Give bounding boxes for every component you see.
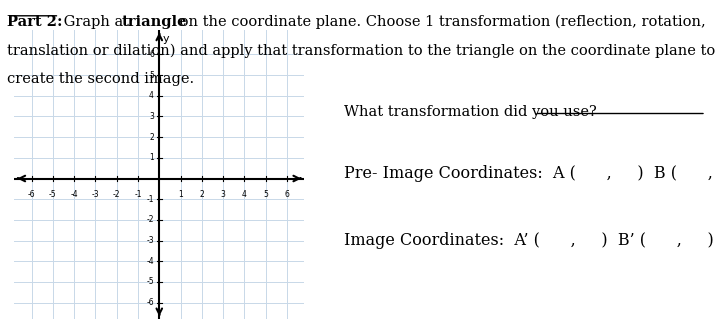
Text: -2: -2	[146, 215, 154, 224]
Text: 4: 4	[149, 91, 154, 100]
Text: 6: 6	[149, 50, 154, 59]
Text: 2: 2	[200, 190, 204, 199]
Text: 3: 3	[221, 190, 226, 199]
Text: 4: 4	[242, 190, 247, 199]
Text: -3: -3	[146, 236, 154, 245]
Text: -5: -5	[49, 190, 56, 199]
Text: 1: 1	[149, 153, 154, 162]
Text: 5: 5	[149, 71, 154, 80]
Text: -4: -4	[70, 190, 78, 199]
Text: y: y	[163, 34, 169, 44]
Text: 1: 1	[178, 190, 183, 199]
Text: Pre- Image Coordinates:  A (      ,     )  B (      ,     )  C (      ,     ): Pre- Image Coordinates: A ( , ) B ( , ) …	[344, 164, 724, 182]
Text: 3: 3	[149, 112, 154, 121]
Text: -6: -6	[146, 298, 154, 307]
Text: -1: -1	[146, 195, 154, 204]
Text: Part 2:: Part 2:	[7, 15, 63, 29]
Text: triangle: triangle	[122, 15, 187, 29]
Text: 2: 2	[149, 133, 154, 142]
Text: -6: -6	[28, 190, 35, 199]
Text: Graph a: Graph a	[59, 15, 128, 29]
Text: -3: -3	[91, 190, 99, 199]
Text: Image Coordinates:  A’ (      ,     )  B’ (      ,     )  C’ (      ,     ): Image Coordinates: A’ ( , ) B’ ( , ) C’ …	[344, 232, 724, 249]
Text: -1: -1	[134, 190, 142, 199]
Text: 5: 5	[264, 190, 268, 199]
Text: -2: -2	[113, 190, 120, 199]
Text: -4: -4	[146, 257, 154, 266]
Text: -5: -5	[146, 277, 154, 287]
Text: 6: 6	[285, 190, 290, 199]
Text: What transformation did you use?: What transformation did you use?	[344, 105, 597, 119]
Text: translation or dilation) and apply that transformation to the triangle on the co: translation or dilation) and apply that …	[7, 43, 715, 58]
Text: on the coordinate plane. Choose 1 transformation (reflection, rotation,: on the coordinate plane. Choose 1 transf…	[175, 15, 706, 29]
Text: create the second image.: create the second image.	[7, 72, 194, 86]
